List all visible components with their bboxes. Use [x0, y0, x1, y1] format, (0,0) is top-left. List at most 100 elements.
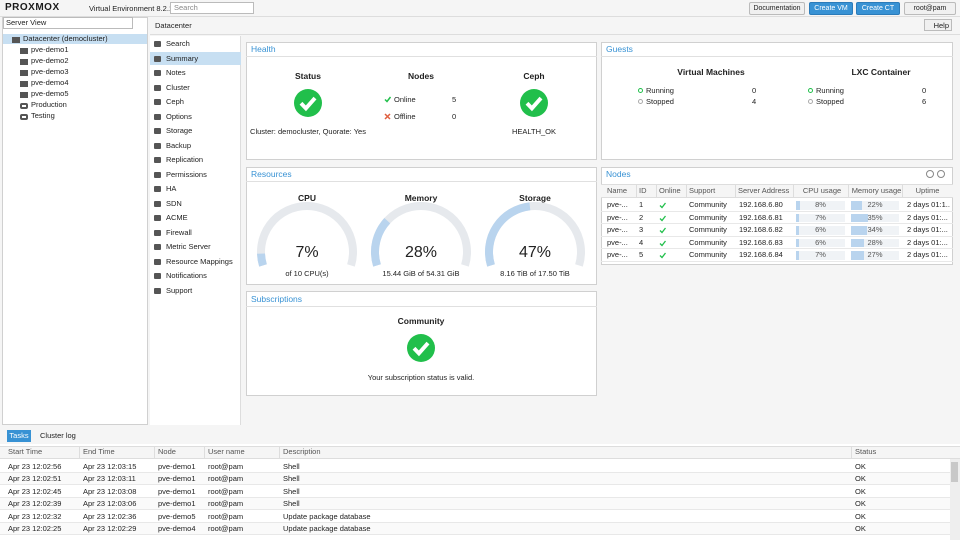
task-cell: Apr 23 12:02:36 [83, 511, 137, 521]
node-id: 1 [639, 200, 644, 209]
task-row[interactable] [0, 510, 950, 523]
nodes-column-header[interactable]: Server Address [738, 186, 790, 195]
status-ok-icon [407, 334, 435, 362]
menu-item[interactable]: Storage [166, 126, 193, 135]
menu-item[interactable]: Resource Mappings [166, 256, 233, 266]
tasks-column-header[interactable]: Description [283, 447, 321, 456]
running-count: 0 [922, 86, 927, 95]
task-cell: root@pam [208, 499, 244, 508]
tab-active[interactable] [7, 430, 31, 442]
menu-icon [154, 171, 161, 178]
header-button[interactable] [856, 2, 900, 15]
tree-item[interactable]: Datacenter (democluster) [23, 34, 108, 43]
nodes-column-header[interactable]: Name [607, 186, 628, 195]
task-cell: Apr 23 12:02:25 [8, 524, 62, 533]
nodes-column-header[interactable]: Uptime [915, 186, 940, 195]
header-button[interactable] [904, 2, 956, 15]
nodes-row[interactable] [601, 224, 953, 237]
header-button[interactable] [809, 2, 853, 15]
node-address: 192.168.6.81 [739, 212, 783, 222]
usage-bar [851, 226, 868, 235]
nodes-row[interactable] [601, 249, 953, 262]
header-button[interactable] [749, 2, 805, 15]
node-name: pve-... [607, 237, 628, 247]
task-cell: pve-demo5 [158, 511, 196, 521]
tree-item[interactable]: pve-demo4 [31, 78, 69, 87]
task-cell: Apr 23 12:02:39 [8, 499, 62, 508]
menu-item[interactable]: Notifications [166, 271, 207, 280]
tasks-column-header[interactable]: Start Time [8, 447, 43, 456]
task-row[interactable] [0, 522, 950, 535]
usage-bar [796, 201, 800, 210]
nodes-column-header[interactable]: Support [689, 186, 716, 195]
menu-item[interactable]: Replication [166, 155, 204, 164]
help-label[interactable]: Help [933, 21, 949, 30]
nodes-column-header[interactable]: ID [639, 186, 647, 195]
menu-item[interactable]: Support [166, 285, 193, 295]
nodes-column-header[interactable]: Online [659, 186, 681, 195]
collapse-tool[interactable] [926, 170, 934, 178]
tree-item[interactable]: pve-demo5 [31, 89, 69, 98]
menu-icon [154, 287, 161, 294]
menu-item[interactable]: Firewall [166, 227, 192, 237]
menu-item[interactable]: Permissions [166, 169, 207, 179]
tree-item[interactable]: pve-demo2 [31, 56, 69, 65]
stopped-count: 4 [752, 97, 757, 106]
tab-label[interactable]: Cluster log [40, 431, 76, 440]
task-row[interactable] [0, 472, 950, 485]
node-uptime: 2 days 01:1... [907, 200, 950, 209]
tree-item[interactable]: Production [31, 100, 67, 109]
help-button[interactable] [924, 19, 952, 31]
menu-item[interactable]: ACME [166, 213, 188, 222]
node-address: 192.168.6.83 [739, 237, 783, 247]
header-button-label[interactable]: root@pam [913, 5, 947, 12]
nodes-row[interactable] [601, 237, 953, 249]
node-uptime: 2 days 01:... [907, 225, 948, 234]
menu-item[interactable]: Notes [166, 68, 186, 77]
tasks-column-header[interactable]: End Time [83, 447, 115, 456]
expand-tool[interactable] [937, 170, 945, 178]
search-field[interactable] [170, 2, 254, 14]
task-row[interactable] [0, 497, 950, 510]
menu-item[interactable]: Summary [166, 53, 199, 63]
tasks-column-header[interactable]: User name [208, 447, 245, 456]
header-button-label[interactable]: Create VM [814, 5, 848, 12]
online-icon [384, 96, 392, 103]
status-ok-icon [294, 89, 322, 117]
task-row[interactable] [0, 485, 950, 498]
menu-item[interactable]: Backup [166, 140, 192, 150]
menu-item[interactable]: HA [166, 184, 177, 193]
menu-item[interactable]: Cluster [166, 82, 190, 92]
nodes-row[interactable] [601, 199, 953, 212]
header-button-label[interactable]: Create CT [861, 5, 895, 12]
menu-item[interactable]: Metric Server [166, 242, 211, 251]
breadcrumb: Datacenter [155, 21, 192, 30]
view-selector[interactable] [3, 17, 133, 29]
nodes-row[interactable] [601, 212, 953, 224]
menu-icon [154, 99, 161, 105]
menu-item[interactable]: SDN [166, 198, 182, 208]
tab-label[interactable]: Tasks [9, 431, 29, 440]
menu-item[interactable]: Ceph [166, 97, 184, 106]
guests-panel [601, 42, 953, 160]
node-name: pve-... [607, 250, 628, 259]
nodes-column-header[interactable]: Memory usage [851, 186, 902, 195]
task-cell: pve-demo1 [158, 499, 196, 508]
usage-track [851, 251, 899, 260]
tree-item[interactable]: pve-demo3 [31, 67, 69, 76]
nodes-column-header[interactable]: CPU usage [802, 186, 842, 195]
menu-icon [154, 244, 161, 250]
usage-track [851, 226, 899, 235]
running-count: 0 [752, 86, 757, 95]
view-selector-label[interactable]: Server View [6, 18, 47, 27]
task-cell: Apr 23 12:02:56 [8, 461, 62, 471]
tasks-column-header[interactable]: Status [855, 447, 877, 456]
task-row[interactable] [0, 460, 950, 473]
gauge-value-arc [371, 217, 391, 267]
tree-item[interactable]: pve-demo1 [31, 45, 69, 54]
menu-item[interactable]: Options [166, 111, 192, 121]
tree-item[interactable]: Testing [31, 111, 55, 120]
menu-item[interactable]: Search [166, 39, 190, 48]
header-button-label[interactable]: Documentation [753, 5, 801, 12]
tasks-column-header[interactable]: Node [158, 447, 176, 456]
